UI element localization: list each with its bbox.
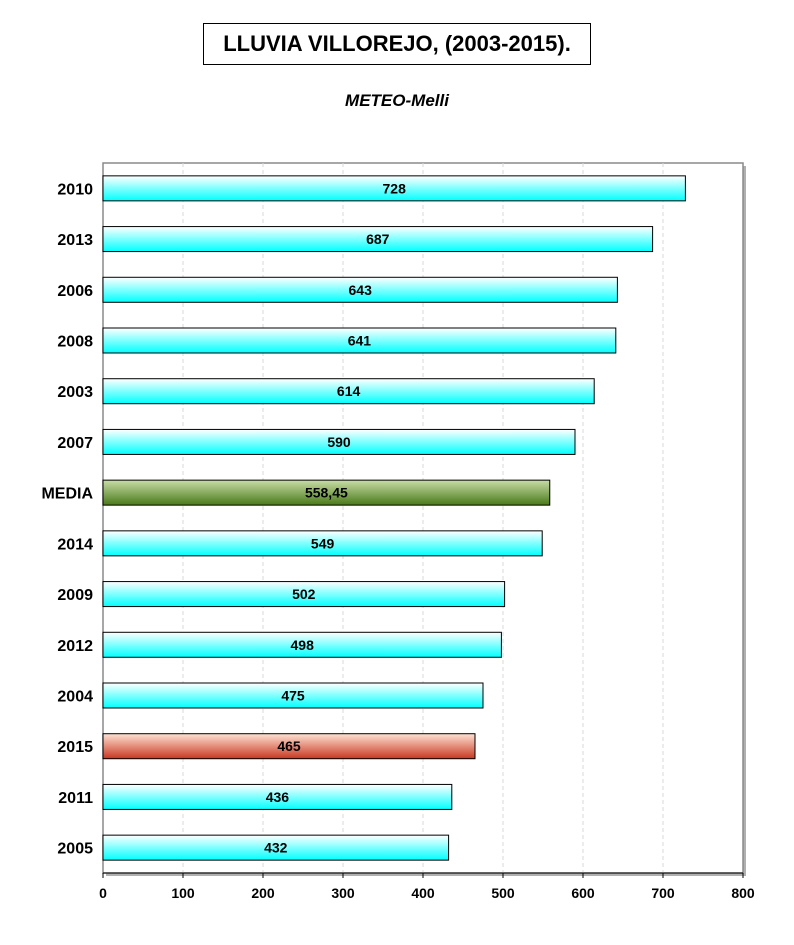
- chart-subtitle: METEO-Melli: [345, 91, 449, 110]
- chart-title: LLUVIA VILLOREJO, (2003-2015).: [203, 23, 591, 65]
- value-label-2014: 549: [311, 535, 335, 551]
- bar-2014: [102, 530, 543, 557]
- category-label-2010: 2010: [57, 181, 93, 198]
- bar-2012: [102, 631, 502, 658]
- category-label-2003: 2003: [57, 384, 93, 401]
- value-label-2005: 432: [264, 840, 288, 856]
- x-tick-label: 700: [651, 885, 675, 901]
- value-label-2008: 641: [348, 333, 372, 349]
- category-label-2004: 2004: [57, 689, 93, 706]
- category-label-2009: 2009: [57, 587, 93, 604]
- value-label-2006: 643: [349, 282, 373, 298]
- category-label-2011: 2011: [58, 790, 93, 807]
- bar-media: [102, 479, 551, 506]
- x-tick-label: 800: [731, 885, 755, 901]
- bar-2006: [102, 276, 618, 303]
- x-tick-label: 600: [571, 885, 595, 901]
- value-label-2011: 436: [266, 789, 290, 805]
- value-label-2015: 465: [277, 738, 301, 754]
- x-tick-label: 200: [251, 885, 275, 901]
- value-labels: 728 687 643 641 614 590 558,45 549 502 498 475 465 4…: [264, 180, 406, 855]
- bar-2013: [102, 226, 654, 253]
- category-label-2005: 2005: [57, 841, 93, 858]
- bar-2003: [102, 378, 595, 405]
- x-tick-label: 0: [99, 885, 107, 901]
- category-labels: 2010 2013 2006 2008 2003 2007 MEDIA 2014 2009 201…: [41, 181, 93, 857]
- value-label-2009: 502: [292, 586, 316, 602]
- bar-2010: [102, 175, 686, 202]
- value-label-2003: 614: [337, 383, 361, 399]
- value-label-2004: 475: [281, 688, 305, 704]
- bar-2007: [102, 428, 576, 455]
- bars: [102, 175, 686, 861]
- category-label-media: MEDIA: [41, 486, 93, 503]
- category-label-2007: 2007: [57, 435, 93, 452]
- category-label-2006: 2006: [57, 283, 93, 300]
- category-label-2008: 2008: [57, 334, 93, 351]
- value-label-media: 558,45: [305, 485, 348, 501]
- x-tick-label: 300: [331, 885, 355, 901]
- value-label-2012: 498: [291, 637, 315, 653]
- plot-frame: [102, 162, 746, 876]
- bar-2008: [102, 327, 617, 354]
- bar-2005: [102, 834, 450, 861]
- x-tick-label: 100: [171, 885, 195, 901]
- category-label-2012: 2012: [57, 638, 93, 655]
- x-tick-label: 500: [491, 885, 515, 901]
- value-label-2007: 590: [327, 434, 351, 450]
- category-label-2015: 2015: [57, 739, 93, 756]
- category-label-2014: 2014: [57, 536, 93, 553]
- category-label-2013: 2013: [57, 232, 93, 249]
- bar-2004: [102, 682, 484, 709]
- bar-2015: [102, 733, 476, 760]
- x-axis: 0 100 200 300 400 500 600 700 800: [99, 872, 755, 901]
- x-tick-label: 400: [411, 885, 435, 901]
- value-label-2010: 728: [383, 180, 407, 196]
- bar-2009: [102, 581, 506, 608]
- value-label-2013: 687: [366, 231, 390, 247]
- bar-2011: [102, 783, 453, 810]
